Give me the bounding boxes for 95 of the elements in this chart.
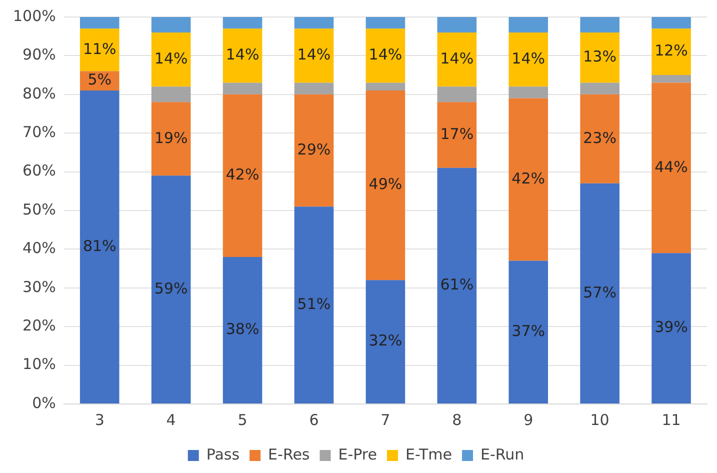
legend-label: E-Tme <box>405 445 452 464</box>
bar <box>652 17 691 29</box>
bar <box>437 86 477 102</box>
data-label: 42% <box>512 169 546 188</box>
bar <box>508 260 548 404</box>
bar <box>151 17 191 32</box>
data-label: 29% <box>297 140 331 158</box>
bar <box>80 17 120 29</box>
bar <box>294 28 334 83</box>
data-label: 5% <box>88 70 112 89</box>
legend-label: E-Res <box>268 445 310 464</box>
y-tick-label: 60% <box>22 162 56 180</box>
y-tick-label: 0% <box>32 394 56 412</box>
x-tick-label: 5 <box>238 410 248 429</box>
bar <box>222 17 262 29</box>
data-label: 39% <box>654 318 688 336</box>
bar <box>652 28 691 76</box>
bar <box>437 102 477 168</box>
bar <box>580 82 620 94</box>
bar <box>652 75 691 83</box>
x-tick-label: 6 <box>309 410 319 429</box>
x-tick-label: 9 <box>524 410 534 429</box>
bar <box>366 90 406 280</box>
bar <box>437 32 477 87</box>
bar <box>222 28 262 83</box>
bar <box>508 32 548 87</box>
x-tick-label: 11 <box>662 410 681 429</box>
data-label: 42% <box>226 166 260 184</box>
y-tick-label: 100% <box>12 6 56 25</box>
data-label: 13% <box>583 48 616 66</box>
bar <box>222 94 262 257</box>
y-tick-label: 30% <box>22 278 56 296</box>
bar <box>652 253 691 404</box>
bar <box>80 28 120 72</box>
data-label: 14% <box>226 46 260 64</box>
data-label: 12% <box>654 42 688 60</box>
data-label: 51% <box>297 294 331 313</box>
y-tick-label: 70% <box>22 122 56 141</box>
x-tick-label: 10 <box>590 410 610 429</box>
data-label: 32% <box>368 332 402 350</box>
bar <box>222 82 262 94</box>
bar <box>80 90 120 404</box>
bar <box>151 176 191 404</box>
x-tick-label: 8 <box>452 410 462 429</box>
y-tick-label: 20% <box>22 316 56 334</box>
data-label: 38% <box>226 320 260 338</box>
bar <box>294 82 334 94</box>
data-label: 49% <box>368 175 402 194</box>
bar <box>437 168 477 404</box>
y-tick-label: 10% <box>22 355 56 374</box>
bar <box>294 94 334 207</box>
bar <box>366 82 406 91</box>
bar <box>366 17 406 29</box>
data-label: 23% <box>583 128 616 147</box>
data-label: 14% <box>512 49 546 68</box>
bar <box>508 98 548 261</box>
bar <box>580 94 620 184</box>
bar <box>222 256 262 404</box>
y-tick-label: 80% <box>22 84 56 102</box>
data-label: 19% <box>154 128 188 147</box>
bar <box>294 206 334 404</box>
x-tick-label: 4 <box>166 410 176 429</box>
data-label: 57% <box>583 283 616 302</box>
bar <box>151 86 191 102</box>
legend-label: E-Run <box>480 445 524 464</box>
data-label: 14% <box>154 49 188 68</box>
bar <box>580 17 620 32</box>
data-label: 14% <box>297 46 331 64</box>
data-label: 37% <box>512 322 546 340</box>
bar <box>580 183 620 404</box>
data-label: 14% <box>368 46 402 64</box>
x-tick-label: 3 <box>94 410 104 429</box>
data-label: 17% <box>440 124 474 143</box>
bar <box>437 17 477 32</box>
data-label: 81% <box>82 236 116 255</box>
bar <box>151 32 191 87</box>
legend-label: Pass <box>206 445 240 464</box>
data-label: 11% <box>82 40 116 58</box>
x-tick-label: 7 <box>380 410 390 429</box>
bar <box>366 28 406 83</box>
bar <box>652 82 691 254</box>
legend-label: E-Pre <box>338 445 377 464</box>
data-label: 44% <box>654 158 688 176</box>
y-tick-label: 40% <box>22 239 56 258</box>
bar <box>508 86 548 98</box>
bar <box>151 102 191 176</box>
y-tick-label: 50% <box>22 200 56 218</box>
data-label: 14% <box>440 49 474 68</box>
y-tick-label: 90% <box>22 46 56 64</box>
data-label: 59% <box>154 279 188 298</box>
bar <box>508 17 548 32</box>
bar <box>580 32 620 83</box>
data-label: 61% <box>440 276 474 294</box>
bar <box>366 280 406 404</box>
bar <box>294 17 334 29</box>
